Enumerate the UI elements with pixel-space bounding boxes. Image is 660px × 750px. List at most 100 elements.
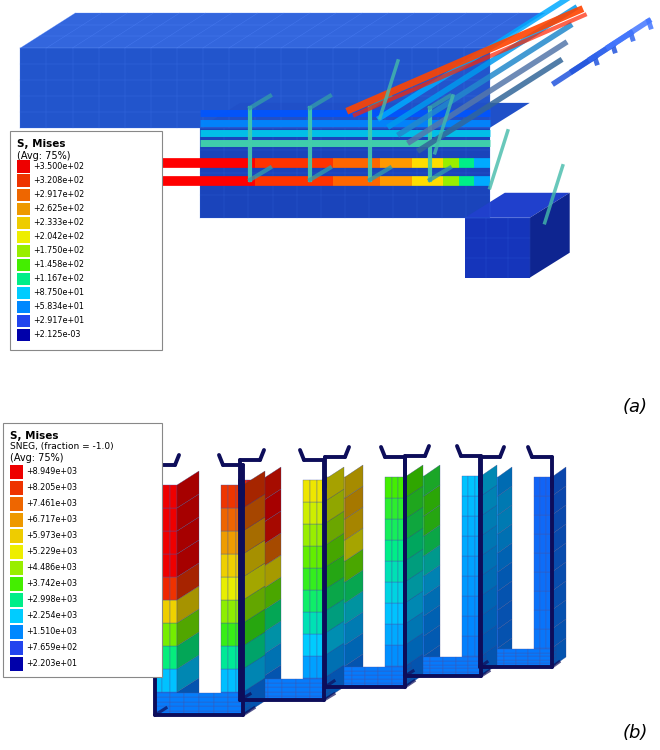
Polygon shape <box>540 664 552 667</box>
Polygon shape <box>418 576 424 596</box>
Polygon shape <box>324 599 344 634</box>
Polygon shape <box>170 698 184 702</box>
Polygon shape <box>310 692 324 696</box>
Polygon shape <box>480 553 486 572</box>
Polygon shape <box>310 524 317 546</box>
Polygon shape <box>199 706 214 710</box>
Polygon shape <box>405 657 418 661</box>
Polygon shape <box>177 586 199 623</box>
Polygon shape <box>486 515 492 534</box>
Polygon shape <box>240 692 254 696</box>
Polygon shape <box>310 688 324 692</box>
Polygon shape <box>261 533 281 568</box>
Polygon shape <box>418 536 424 556</box>
Polygon shape <box>469 516 475 536</box>
Polygon shape <box>443 657 455 661</box>
Polygon shape <box>504 664 516 667</box>
Bar <box>17 175 30 187</box>
Polygon shape <box>405 528 423 561</box>
Polygon shape <box>247 546 254 568</box>
Polygon shape <box>324 643 344 678</box>
Polygon shape <box>155 646 162 669</box>
Polygon shape <box>552 600 566 629</box>
Polygon shape <box>492 652 504 656</box>
Polygon shape <box>504 649 516 652</box>
Polygon shape <box>261 489 281 524</box>
Polygon shape <box>430 661 443 664</box>
Text: +5.973e+03: +5.973e+03 <box>26 530 77 539</box>
Polygon shape <box>405 570 423 603</box>
Bar <box>10 512 23 526</box>
Polygon shape <box>546 553 552 572</box>
Polygon shape <box>243 540 265 577</box>
Polygon shape <box>492 496 498 515</box>
Polygon shape <box>325 582 332 603</box>
Polygon shape <box>177 517 199 554</box>
Polygon shape <box>469 476 475 496</box>
Polygon shape <box>254 696 268 700</box>
Polygon shape <box>399 477 405 498</box>
Polygon shape <box>155 554 162 577</box>
Polygon shape <box>228 706 243 710</box>
Polygon shape <box>418 661 430 664</box>
Polygon shape <box>418 668 430 672</box>
Polygon shape <box>480 652 492 656</box>
Polygon shape <box>345 528 363 561</box>
Polygon shape <box>498 524 512 553</box>
Polygon shape <box>228 702 243 706</box>
Polygon shape <box>282 683 296 688</box>
Polygon shape <box>455 661 469 664</box>
Polygon shape <box>492 610 498 629</box>
Polygon shape <box>391 540 399 561</box>
Polygon shape <box>430 668 443 672</box>
Polygon shape <box>492 534 498 553</box>
Polygon shape <box>254 524 261 546</box>
Polygon shape <box>310 679 324 683</box>
Polygon shape <box>534 515 540 534</box>
Polygon shape <box>498 600 512 629</box>
Polygon shape <box>480 649 492 652</box>
Polygon shape <box>155 577 162 600</box>
Polygon shape <box>492 591 498 610</box>
Polygon shape <box>228 692 236 715</box>
Polygon shape <box>385 519 391 540</box>
Polygon shape <box>199 710 214 715</box>
Text: +2.125e-03: +2.125e-03 <box>34 331 81 340</box>
Polygon shape <box>469 668 481 672</box>
Polygon shape <box>268 692 282 696</box>
Polygon shape <box>155 600 162 623</box>
Polygon shape <box>405 556 411 576</box>
Bar <box>10 625 23 638</box>
Polygon shape <box>462 596 469 616</box>
Polygon shape <box>405 654 423 687</box>
Polygon shape <box>332 582 339 603</box>
Polygon shape <box>486 648 492 667</box>
Polygon shape <box>170 554 177 577</box>
Text: +2.917e+01: +2.917e+01 <box>34 316 84 326</box>
Text: S, Mises: S, Mises <box>17 139 66 148</box>
Text: +1.458e+02: +1.458e+02 <box>34 260 84 269</box>
Polygon shape <box>481 665 486 672</box>
Polygon shape <box>243 471 265 508</box>
Text: +3.208e+02: +3.208e+02 <box>34 176 84 184</box>
Polygon shape <box>405 671 411 679</box>
Polygon shape <box>325 561 332 582</box>
Polygon shape <box>405 576 411 596</box>
Polygon shape <box>481 505 497 536</box>
Polygon shape <box>480 660 492 664</box>
Polygon shape <box>465 193 570 217</box>
Polygon shape <box>480 610 486 629</box>
Polygon shape <box>540 629 546 648</box>
Polygon shape <box>534 648 540 667</box>
Polygon shape <box>324 533 344 568</box>
Polygon shape <box>221 577 228 600</box>
Polygon shape <box>214 710 228 715</box>
Polygon shape <box>247 502 254 524</box>
Polygon shape <box>155 710 170 715</box>
Polygon shape <box>552 467 566 496</box>
Polygon shape <box>424 505 440 536</box>
Polygon shape <box>240 480 247 502</box>
Polygon shape <box>303 634 310 656</box>
Polygon shape <box>486 553 492 572</box>
Polygon shape <box>399 519 405 540</box>
